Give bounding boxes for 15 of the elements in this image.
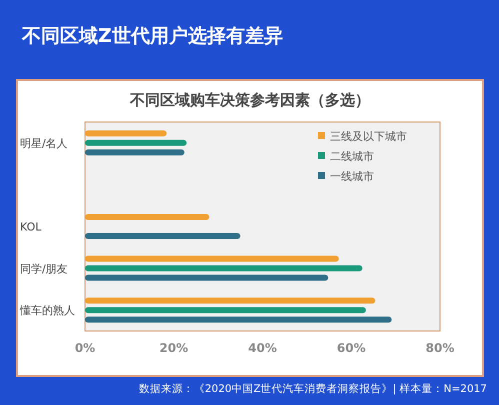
x-tick-label: 20% bbox=[159, 341, 188, 355]
x-tick-label: 0% bbox=[74, 341, 96, 355]
source-note: 数据来源：《2020中国Z世代汽车消费者洞察报告》| 样本量：N=2017 bbox=[138, 382, 487, 395]
chart-title: 不同区域Z世代用户选择有差异 bbox=[21, 25, 283, 47]
y-tick-label: 同学/朋友 bbox=[20, 262, 68, 276]
legend-label: 二线城市 bbox=[330, 150, 374, 163]
y-tick-label: KOL bbox=[20, 220, 42, 234]
chart-subtitle: 不同区域购车决策参考因素（多选） bbox=[129, 91, 370, 109]
y-tick-label: 懂车的熟人 bbox=[19, 304, 75, 318]
legend-label: 三线及以下城市 bbox=[330, 130, 407, 143]
legend-label: 一线城市 bbox=[330, 170, 374, 183]
x-tick-label: 40% bbox=[248, 341, 277, 355]
x-tick-label: 60% bbox=[336, 341, 366, 355]
y-tick-label: 明星/名人 bbox=[20, 136, 68, 150]
x-tick-label: 80% bbox=[426, 341, 454, 355]
